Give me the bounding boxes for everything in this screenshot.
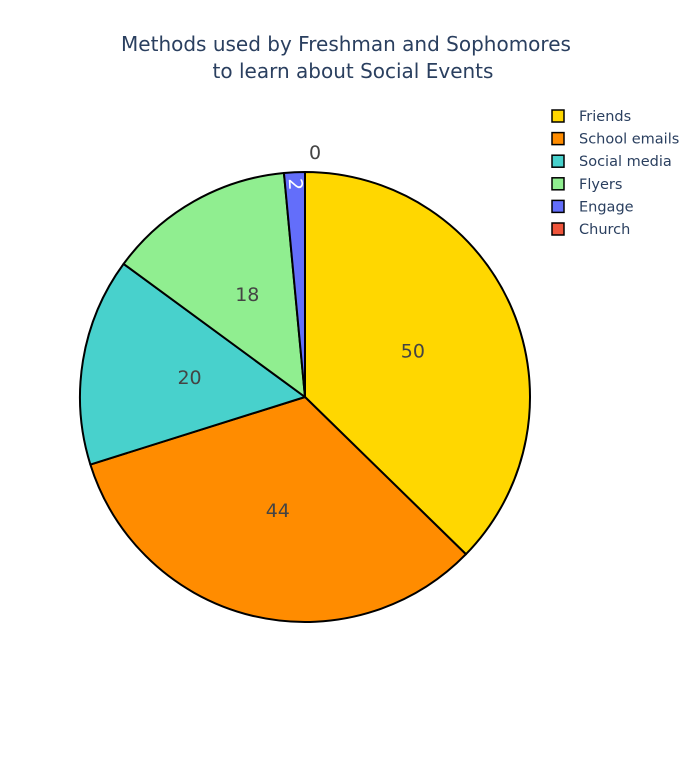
slice-value-label-social-media: 20: [177, 367, 201, 389]
pie-slice-friends[interactable]: [304, 171, 531, 556]
legend-swatch-flyers: [551, 177, 565, 191]
legend-item-engage[interactable]: Engage: [551, 199, 634, 215]
legend-label-engage: Engage: [579, 199, 634, 215]
chart-title-line-1: Methods used by Freshman and Sophomores: [121, 32, 571, 56]
legend: Friends School emails Social media Flyers En…: [551, 109, 679, 238]
slice-value-label-friends: 50: [401, 341, 425, 363]
chart-title-line-2: to learn about Social Events: [213, 59, 494, 83]
legend-swatch-church: [551, 222, 565, 236]
legend-swatch-engage: [551, 199, 565, 214]
slice-value-label-school-emails: 44: [266, 500, 290, 522]
pie-slice-social-media[interactable]: [79, 262, 306, 466]
legend-item-church[interactable]: Church: [551, 222, 630, 238]
legend-label-church: Church: [579, 222, 630, 238]
slice-value-label-engage: 2: [284, 178, 307, 191]
legend-label-school-emails: School emails: [579, 132, 679, 148]
legend-label-social-media: Social media: [579, 154, 672, 170]
legend-item-social-media[interactable]: Social media: [551, 154, 672, 170]
legend-label-flyers: Flyers: [579, 177, 622, 193]
legend-item-friends[interactable]: Friends: [551, 109, 631, 125]
legend-item-flyers[interactable]: Flyers: [551, 177, 622, 193]
pie-slices: [79, 171, 531, 623]
chart-title: Methods used by Freshman and Sophomores …: [121, 32, 571, 83]
legend-swatch-social-media: [551, 154, 565, 168]
pie-slice-school-emails[interactable]: [89, 396, 467, 623]
legend-swatch-friends: [551, 109, 565, 123]
legend-label-friends: Friends: [579, 109, 631, 125]
legend-swatch-school-emails: [551, 131, 565, 146]
pie-slice-flyers[interactable]: [122, 171, 306, 398]
legend-item-school-emails[interactable]: School emails: [551, 131, 679, 148]
slice-value-label-church: 0: [309, 142, 321, 164]
slice-value-label-flyers: 18: [235, 284, 259, 306]
